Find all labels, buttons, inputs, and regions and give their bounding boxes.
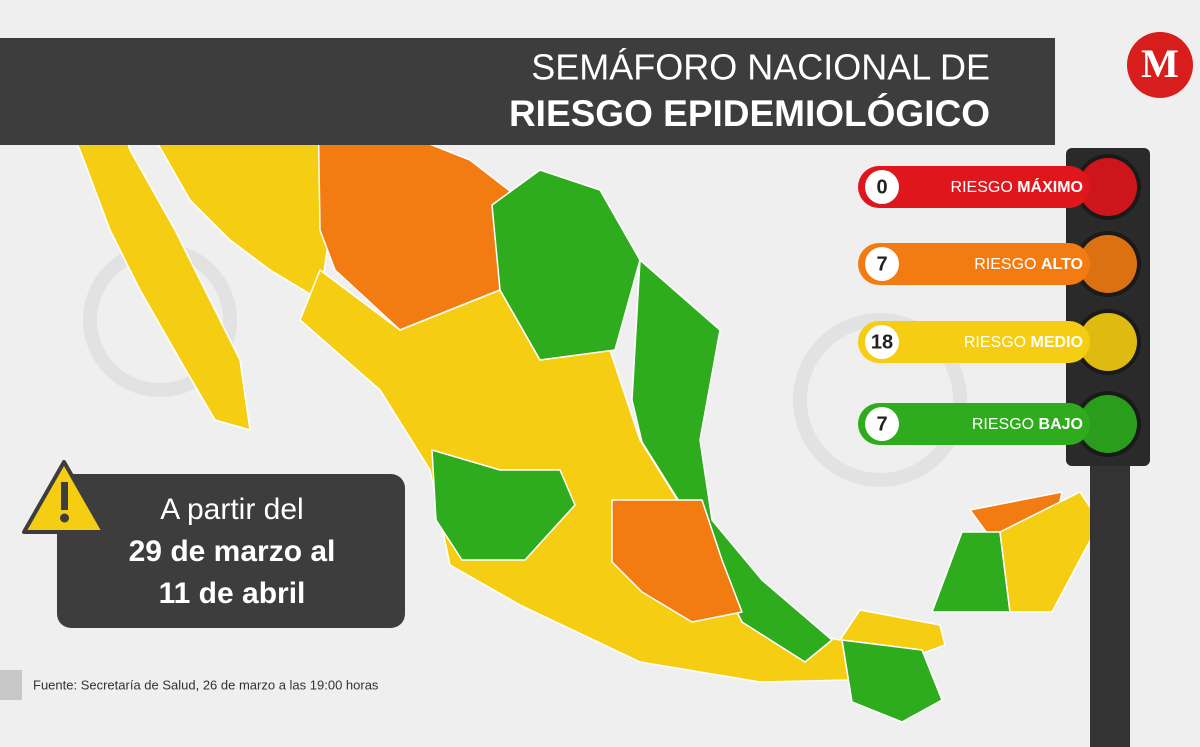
legend-label: RIESGO ALTO [974,256,1083,273]
warning-icon [61,482,68,510]
legend-count: 7 [876,253,887,275]
legend-label: RIESGO [964,334,1026,351]
legend-level: BAJO [1039,416,1083,433]
title: SEMÁFORO NACIONAL DE [531,47,990,88]
region [431,449,576,561]
traffic-light [1066,148,1150,466]
light [1079,158,1137,216]
notice-text: 11 de abril [159,577,306,610]
legend-pill [858,243,1090,285]
region [841,639,943,723]
region [999,491,1101,613]
logo-text: M [1141,41,1179,86]
notice-text: A partir del [160,493,303,526]
title: RIESGO EPIDEMIOLÓGICO [509,92,990,134]
warning-icon [60,513,69,523]
notice-text: 29 de marzo al [129,535,336,568]
legend-count-badge [865,325,899,359]
legend-label: RIESGO [951,179,1013,196]
logo [1127,32,1193,98]
legend-label: RIESGO MÁXIMO [951,177,1083,196]
decoration [793,313,967,487]
legend-pill [858,321,1090,363]
region [631,259,833,663]
legend-pill [858,403,1090,445]
source-marker [0,670,22,700]
legend-count-badge [865,170,899,204]
region [491,169,641,361]
legend-count: 18 [871,331,893,353]
legend-count: 0 [876,176,887,198]
source: Fuente: Secretaría de Salud, 26 de marzo… [33,677,379,692]
legend-level: MEDIO [1031,334,1083,351]
light [1079,313,1137,371]
legend-label: RIESGO [972,416,1034,433]
legend-count-badge [865,407,899,441]
legend-level: MÁXIMO [1017,177,1083,196]
region [611,499,743,623]
legend-count: 7 [876,413,887,435]
legend-label: RIESGO MEDIO [964,334,1083,351]
light [1079,235,1137,293]
header-banner [0,38,1055,145]
region [29,54,251,431]
legend-pill [858,166,1090,208]
light [1079,395,1137,453]
legend-label: RIESGO [974,256,1036,273]
legend-label: RIESGO BAJO [972,416,1083,433]
pole [1090,455,1130,747]
legend-level: ALTO [1041,256,1083,273]
notice-box [57,474,405,628]
legend-count-badge [865,247,899,281]
